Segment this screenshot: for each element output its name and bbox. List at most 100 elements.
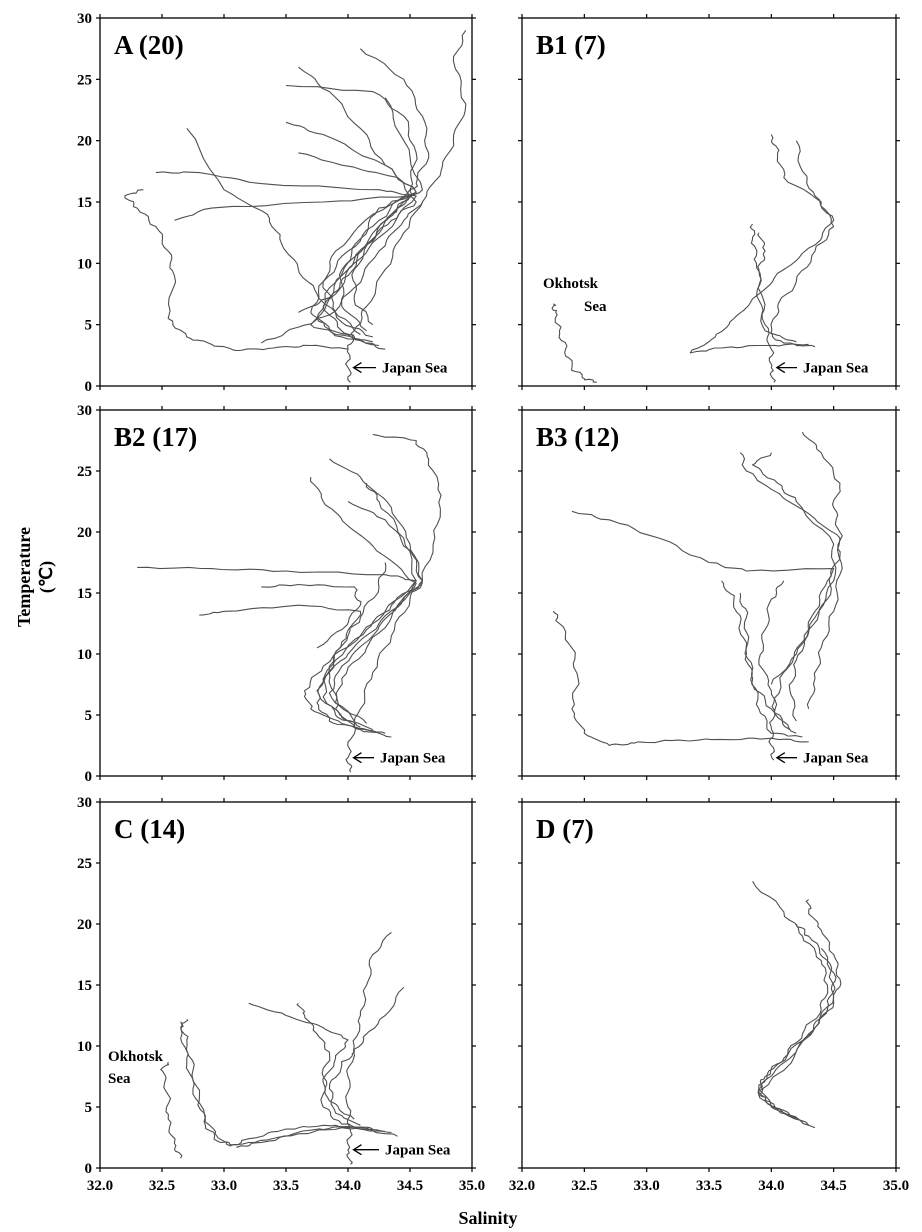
ts-profile-line: [328, 987, 405, 1126]
ts-profile-line: [752, 881, 829, 1129]
panel-b1: B1 (7) Okhotsk Sea Japan Sea: [518, 14, 900, 390]
x-tick-label: 34.5: [397, 1178, 423, 1194]
y-tick-label: 10: [77, 1039, 92, 1055]
ts-profile-line: [180, 1021, 392, 1146]
ts-profile-line: [351, 97, 423, 326]
x-axis-title: Salinity: [458, 1208, 517, 1228]
x-tick-label: 34.5: [821, 1178, 847, 1194]
x-tick-label: 35.0: [883, 1178, 909, 1194]
ts-profile-line: [758, 580, 797, 734]
ts-profile-line: [752, 452, 837, 685]
annotation-label: Japan Sea: [380, 751, 446, 767]
y-tick-label: 0: [85, 769, 93, 785]
y-tick-label: 20: [77, 917, 92, 933]
annotation-label: Japan Sea: [382, 361, 448, 377]
ts-profile-line: [721, 580, 791, 731]
x-tick-label: 34.0: [758, 1178, 784, 1194]
y-tick-label: 20: [77, 134, 92, 150]
ts-profile-line: [309, 477, 417, 728]
x-tick-label: 33.0: [634, 1178, 660, 1194]
annotation-label: Japan Sea: [385, 1143, 451, 1159]
annotation-arrowhead: [775, 752, 786, 764]
y-tick-label: 5: [85, 1100, 93, 1116]
annotation-label: Japan Sea: [803, 361, 869, 377]
x-tick-label: 33.5: [696, 1178, 722, 1194]
x-tick-label: 32.0: [87, 1178, 113, 1194]
ts-profile-line: [758, 923, 836, 1123]
panel-title: C (14): [114, 814, 185, 844]
panel-d: 32.0 32.5 33.0 33.5 34.0 34.5 35.0 D (7): [509, 798, 909, 1194]
y-tick-label: 5: [85, 708, 93, 724]
x-tick-label: 32.5: [571, 1178, 597, 1194]
y-tick-label: 15: [77, 978, 92, 994]
ts-profile-line: [756, 232, 816, 348]
ts-profile-line: [261, 583, 362, 649]
ts-profile-line: [155, 171, 417, 347]
panel-title: B3 (12): [536, 422, 619, 452]
panel-title: B1 (7): [536, 30, 606, 60]
ts-profile-line: [248, 1002, 374, 1130]
panel-title: A (20): [114, 30, 184, 60]
y-tick-label: 10: [77, 647, 92, 663]
plot-frame: [99, 409, 473, 777]
ts-profile-line: [296, 1002, 355, 1120]
ts-profile-line: [552, 610, 809, 747]
plot-frame: [99, 801, 473, 1169]
y-axis-title-line1: Temperature: [14, 527, 34, 627]
panel-title: B2 (17): [114, 422, 197, 452]
y-tick-label: 10: [77, 256, 92, 272]
x-tick-label: 32.0: [509, 1178, 535, 1194]
ts-profile-line: [345, 932, 392, 1165]
annotation-arrowhead: [352, 362, 362, 374]
y-tick-label: 25: [77, 464, 92, 480]
y-tick-label: 5: [85, 318, 93, 334]
ts-profile-line: [236, 1127, 386, 1148]
y-tick-label: 20: [77, 525, 92, 541]
annotation-arrowhead: [775, 362, 786, 374]
annotation-arrowhead: [352, 752, 362, 764]
annotation-label: Okhotsk: [543, 276, 599, 292]
x-tick-label: 34.0: [335, 1178, 361, 1194]
annotation-label: Sea: [108, 1071, 131, 1087]
ts-profile-line: [768, 431, 843, 761]
x-tick-label: 32.5: [149, 1178, 175, 1194]
ts-profile-line: [298, 152, 417, 313]
panel-a: 0 5 10 15 20 25 30 A (20) Japan Sea: [77, 11, 476, 395]
y-tick-label: 30: [77, 795, 92, 811]
ts-profile-line: [335, 483, 417, 734]
ts-profile-line: [316, 458, 423, 738]
ts-profile-line: [285, 121, 417, 335]
y-tick-label: 0: [85, 1161, 93, 1177]
panel-b3: B3 (12) Japan Sea: [518, 406, 900, 780]
ts-profile-line: [758, 899, 842, 1126]
ts-profile-line: [124, 189, 349, 352]
ts-profile-line: [739, 592, 803, 738]
ts-profile-line: [689, 140, 835, 354]
ts-profile-line: [757, 948, 837, 1120]
annotation-label: Japan Sea: [803, 751, 869, 767]
plot-frame: [521, 17, 897, 387]
ts-profile-line: [137, 566, 417, 734]
ts-profile-line: [551, 303, 597, 383]
ts-profile-line: [260, 201, 423, 344]
y-tick-label: 0: [85, 379, 93, 395]
ts-profile-line: [345, 433, 442, 773]
panel-b2: 0 5 10 15 20 25 30 B2 (17) Japan Sea: [77, 403, 476, 785]
ts-profile-line: [322, 48, 430, 350]
y-tick-label: 25: [77, 72, 92, 88]
y-tick-label: 15: [77, 586, 92, 602]
annotation-label: Okhotsk: [108, 1049, 164, 1065]
ts-profile-line: [186, 128, 373, 338]
ts-profile-line: [739, 452, 843, 710]
y-axis-title-line2: (℃): [36, 561, 57, 593]
ts-profile-line: [571, 510, 835, 722]
annotation-label: Sea: [584, 299, 607, 315]
ts-profile-line: [328, 501, 423, 722]
y-tick-label: 30: [77, 11, 92, 27]
ts-profile-line: [160, 1061, 183, 1159]
ts-profile-line: [174, 195, 411, 332]
plot-frame: [521, 409, 897, 777]
panel-title: D (7): [536, 814, 594, 844]
x-tick-label: 33.0: [211, 1178, 237, 1194]
